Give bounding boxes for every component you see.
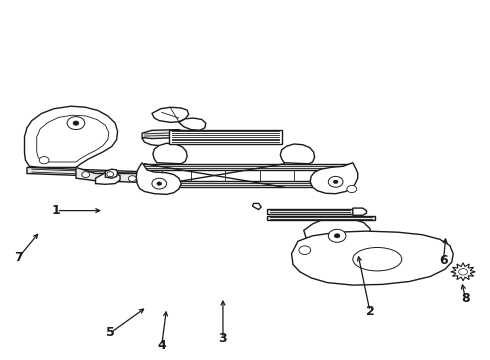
Circle shape: [299, 246, 311, 255]
Text: 5: 5: [106, 327, 115, 339]
Ellipse shape: [353, 248, 402, 271]
Polygon shape: [267, 209, 353, 214]
Polygon shape: [252, 203, 261, 210]
Circle shape: [328, 176, 343, 187]
Polygon shape: [153, 143, 187, 164]
Circle shape: [73, 121, 79, 125]
Polygon shape: [24, 106, 118, 167]
Text: 4: 4: [157, 339, 166, 352]
Text: 1: 1: [52, 204, 61, 217]
Text: 2: 2: [366, 305, 374, 318]
Polygon shape: [142, 164, 353, 170]
Circle shape: [128, 176, 136, 181]
Polygon shape: [142, 132, 177, 146]
Circle shape: [334, 234, 340, 238]
Circle shape: [67, 117, 85, 130]
Circle shape: [333, 180, 338, 184]
Polygon shape: [27, 167, 152, 178]
Circle shape: [347, 185, 357, 193]
Polygon shape: [304, 218, 371, 253]
Circle shape: [459, 269, 467, 275]
Circle shape: [39, 157, 49, 164]
Polygon shape: [310, 163, 358, 194]
Circle shape: [82, 172, 90, 177]
Text: 7: 7: [14, 251, 23, 264]
Text: 6: 6: [439, 255, 448, 267]
Polygon shape: [96, 173, 120, 184]
Polygon shape: [280, 144, 315, 164]
Polygon shape: [142, 130, 184, 139]
Polygon shape: [142, 181, 353, 187]
Circle shape: [328, 229, 346, 242]
Circle shape: [107, 172, 114, 177]
Text: 8: 8: [461, 292, 470, 305]
Text: 3: 3: [219, 332, 227, 345]
Circle shape: [152, 178, 167, 189]
Polygon shape: [105, 169, 118, 178]
Polygon shape: [179, 118, 206, 130]
Polygon shape: [136, 163, 181, 194]
Circle shape: [157, 182, 162, 185]
Circle shape: [106, 174, 114, 180]
Polygon shape: [451, 263, 475, 281]
Polygon shape: [267, 216, 375, 220]
Polygon shape: [353, 208, 367, 215]
Polygon shape: [37, 115, 109, 162]
Polygon shape: [292, 231, 453, 285]
Polygon shape: [76, 167, 154, 183]
Polygon shape: [169, 130, 282, 144]
Polygon shape: [152, 107, 189, 122]
